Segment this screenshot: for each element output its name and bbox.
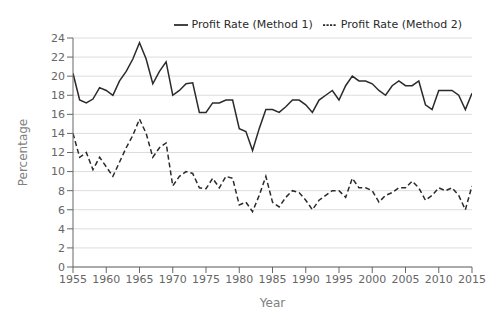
svg-text:16: 16 (51, 108, 65, 121)
svg-text:2005: 2005 (392, 273, 420, 286)
svg-text:4: 4 (58, 223, 65, 236)
svg-text:0: 0 (58, 261, 65, 274)
svg-text:10: 10 (51, 165, 65, 178)
svg-text:1970: 1970 (159, 273, 187, 286)
html-text:Profit Rate (Method 2): Profit Rate (Method 2) (340, 18, 462, 31)
html-text:Profit Rate (Method 1): Profit Rate (Method 1) (191, 18, 313, 31)
svg-text:1985: 1985 (259, 273, 287, 286)
svg-text:Year: Year (259, 296, 285, 310)
svg-text:2: 2 (58, 242, 65, 255)
svg-text:2010: 2010 (425, 273, 453, 286)
svg-text:1960: 1960 (92, 273, 120, 286)
svg-text:1975: 1975 (192, 273, 220, 286)
svg-text:Percentage: Percentage (16, 119, 30, 187)
svg-text:24: 24 (51, 32, 65, 45)
svg-text:1995: 1995 (325, 273, 353, 286)
svg-text:1980: 1980 (225, 273, 253, 286)
svg-text:14: 14 (51, 127, 65, 140)
svg-text:18: 18 (51, 89, 65, 102)
svg-text:2015: 2015 (458, 273, 486, 286)
svg-text:1990: 1990 (292, 273, 320, 286)
svg-text:12: 12 (51, 146, 65, 159)
svg-text:1955: 1955 (59, 273, 87, 286)
svg-text:2000: 2000 (358, 273, 386, 286)
svg-text:20: 20 (51, 70, 65, 83)
svg-text:1965: 1965 (126, 273, 154, 286)
svg-text:8: 8 (58, 185, 65, 198)
svg-text:22: 22 (51, 51, 65, 64)
svg-text:6: 6 (58, 204, 65, 217)
